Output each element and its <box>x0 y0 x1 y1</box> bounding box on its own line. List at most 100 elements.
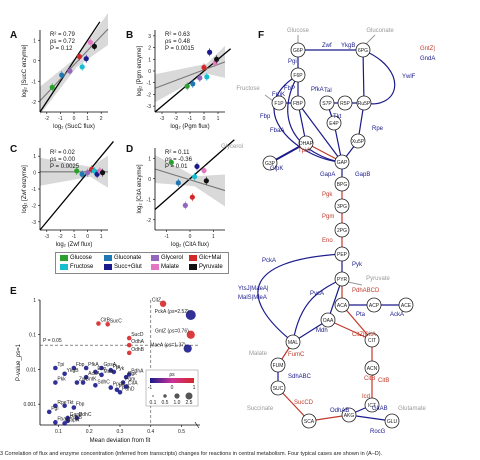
enzyme-label: Zwf <box>322 43 332 49</box>
point-label: PfkA <box>88 362 99 368</box>
y-tick-label: 1 <box>148 57 151 63</box>
metabolite-label: Ru5P <box>358 101 371 107</box>
data-point <box>126 335 132 341</box>
legend-label: Succ+Glut <box>114 264 142 270</box>
data-point <box>194 163 200 170</box>
metabolite-node <box>290 42 306 58</box>
stat-line: R² = 0.11 <box>165 150 190 156</box>
metabolite-node <box>290 95 306 111</box>
legend-item: Pyruvate <box>189 264 223 270</box>
metabolite-label: F6P <box>293 73 303 79</box>
metabolite-node <box>334 246 350 262</box>
metabolite-node <box>384 413 400 429</box>
panel-label-d: D <box>126 144 133 155</box>
axis-break <box>194 421 200 429</box>
pathway-edge <box>362 49 396 105</box>
point-label: PckA (ρs=2.52) <box>155 309 189 315</box>
x-tick-label: 0 <box>189 234 192 240</box>
pathway-edge <box>327 319 373 341</box>
data-point <box>53 380 58 385</box>
data-point <box>192 174 198 180</box>
metabolite-label: G3P <box>265 161 276 167</box>
y-tick-label: 0.1 <box>29 333 36 339</box>
enzyme-label: SdhABC <box>288 374 312 380</box>
size-key-dot <box>185 392 193 400</box>
p-threshold-label: P = 0.05 <box>43 338 62 344</box>
point-label: Zwf <box>79 377 88 383</box>
enzyme-label: GapA <box>320 172 335 178</box>
data-point <box>83 56 89 62</box>
legend-label: Pyruvate <box>199 264 223 270</box>
enzyme-label: Rpe <box>372 126 384 132</box>
data-point <box>71 405 77 410</box>
enzyme-label: FruK <box>272 92 285 98</box>
input-substrate-label: Pyruvate <box>366 276 390 282</box>
data-point <box>62 421 67 426</box>
y-tick-label: -2 <box>147 218 152 224</box>
point-label: PdhD <box>122 386 135 392</box>
metabolite-label: ICT <box>368 403 376 409</box>
colorbar-title: ρs <box>169 372 175 378</box>
x-axis-label: log₂ (Pgm flux) <box>170 124 209 130</box>
enzyme-label: CitB <box>364 376 375 382</box>
data-point <box>71 365 77 371</box>
x-tick-label: 0.2 <box>86 429 93 435</box>
data-point <box>96 321 101 326</box>
x-tick-label: -1 <box>58 116 63 122</box>
enzyme-label: YkgB <box>341 43 355 49</box>
data-point <box>183 344 192 353</box>
data-point <box>91 43 97 50</box>
point-label: GpsA <box>104 362 117 368</box>
metabolite-node <box>364 360 380 376</box>
stat-line: R² = 0.79 <box>50 32 76 38</box>
panel-c: -3 -2 -1 0 1 1 0 -1 -2 -3 log₂ (Zwf flux) log₂ [Zwf… <box>22 141 114 248</box>
y-tick-label: 0 <box>148 177 151 183</box>
enzyme-label: Pgm <box>322 214 334 220</box>
x-tick-label: -3 <box>160 116 165 122</box>
point-label: MaeA (ρs=1.37) <box>150 343 186 349</box>
point-label: OdhA <box>131 339 144 345</box>
enzyme-label: RocG <box>370 429 386 435</box>
panel-label-a: A <box>10 30 17 41</box>
point-label: Tkt <box>67 400 75 406</box>
point-label: Fbp <box>76 362 85 368</box>
metabolite-node <box>350 133 366 149</box>
colorbar-tick: -1 <box>148 385 153 391</box>
point-label: SucC <box>110 318 123 324</box>
metabolite-label: CIT <box>368 338 376 344</box>
metabolite-label: MAL <box>288 340 299 346</box>
input-substrate-label: Fructose <box>236 86 260 92</box>
data-point <box>76 54 83 60</box>
point-label: Pgm <box>125 377 135 383</box>
enzyme-label: GntZ| <box>420 46 435 52</box>
x-tick-label: -1 <box>72 234 77 240</box>
data-point <box>203 178 209 184</box>
pathway-edge <box>277 387 310 422</box>
point-label: PdhB <box>70 415 83 421</box>
y-tick-label: -1 <box>32 79 37 85</box>
legend-swatch <box>104 255 112 261</box>
y-axis-label: P-value_ρs=1 <box>16 343 22 381</box>
data-point <box>74 415 80 421</box>
enzyme-label: OdhAB <box>330 408 349 414</box>
legend-item: Glucose <box>60 255 92 261</box>
enzyme-label: Pyk <box>352 262 363 268</box>
x-tick-label: 1 <box>217 116 220 122</box>
y-tick-label: -1 <box>147 197 152 203</box>
stat-line: P = 0.0015 <box>165 46 195 52</box>
metabolite-label: R5P <box>340 101 350 107</box>
panel-label-c: C <box>10 144 17 155</box>
x-tick-label: -2 <box>58 234 63 240</box>
data-point <box>114 387 120 393</box>
input-substrate-label: Gluconate <box>366 28 394 34</box>
stat-line: ρs = 0.48 <box>165 39 191 45</box>
legend-label: Glc+Mal <box>199 255 222 261</box>
stat-line: P = 0.12 <box>50 46 73 52</box>
legend-item: Fructose <box>60 264 93 270</box>
panel-d: -1 0 1 1 0 -1 -2 log₂ (CitA flux) log₂ [CitA enz… <box>137 139 235 248</box>
point-label: Rpe <box>57 400 66 406</box>
data-point <box>79 64 85 70</box>
point-label: Mdh <box>104 369 114 375</box>
y-tick-label: 0 <box>33 171 36 177</box>
